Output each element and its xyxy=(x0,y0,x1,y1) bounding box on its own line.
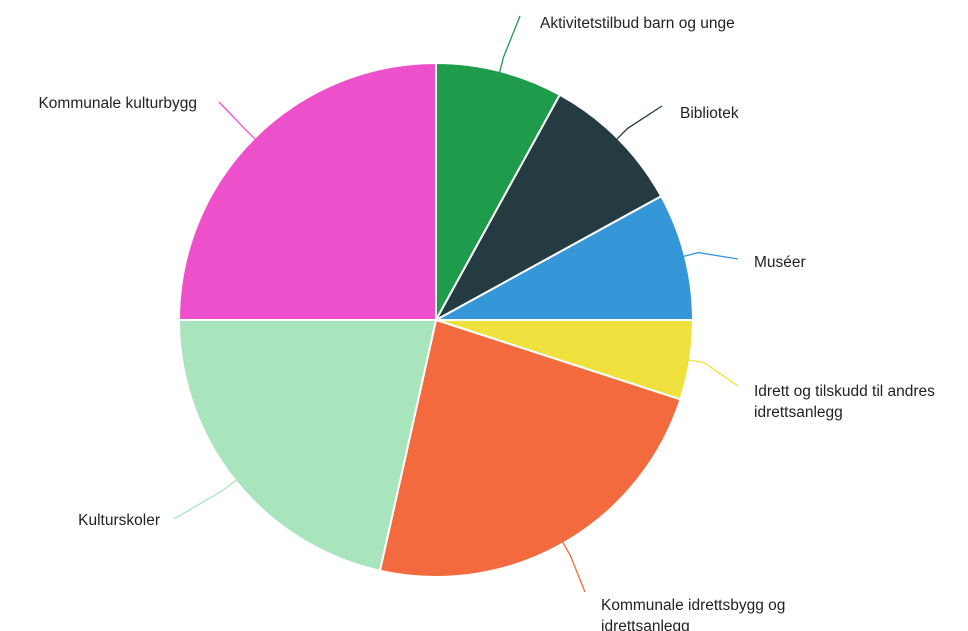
pie-leader-lines xyxy=(173,15,739,593)
slice-label-kommunale-idrettsbygg-og-idrettsanlegg: Kommunale idrettsbygg og idrettsanlegg xyxy=(601,597,785,631)
leader-line-kommunale-kulturbygg xyxy=(218,101,257,141)
leader-line-kommunale-idrettsbygg-og-idrettsanlegg xyxy=(561,540,586,593)
leader-line-kulturskoler xyxy=(173,478,239,520)
slice-label-bibliotek: Bibliotek xyxy=(680,105,739,122)
slice-label-kulturskoler: Kulturskoler xyxy=(78,512,160,529)
pie-labels: Aktivitetstilbud barn og unge Bibliotek Mu… xyxy=(38,15,935,631)
leader-line-aktivitetstilbud-barn-og-unge xyxy=(498,15,521,75)
leader-line-museer xyxy=(681,251,739,260)
leader-line-bibliotek xyxy=(615,105,663,141)
pie-slices xyxy=(178,62,694,578)
slice-label-museer: Muséer xyxy=(754,254,806,271)
pie-slice-kommunale-kulturbygg xyxy=(178,62,437,321)
slice-label-kommunale-kulturbygg: Kommunale kulturbygg xyxy=(38,95,197,112)
slice-label-aktivitetstilbud-barn-og-unge: Aktivitetstilbud barn og unge xyxy=(540,15,735,32)
slice-label-idrett-og-tilskudd-til-andres-idrettsanlegg: Idrett og tilskudd til andres idrettsanle… xyxy=(754,383,935,421)
leader-line-idrett-og-tilskudd-til-andres-idrettsanlegg xyxy=(686,359,739,387)
